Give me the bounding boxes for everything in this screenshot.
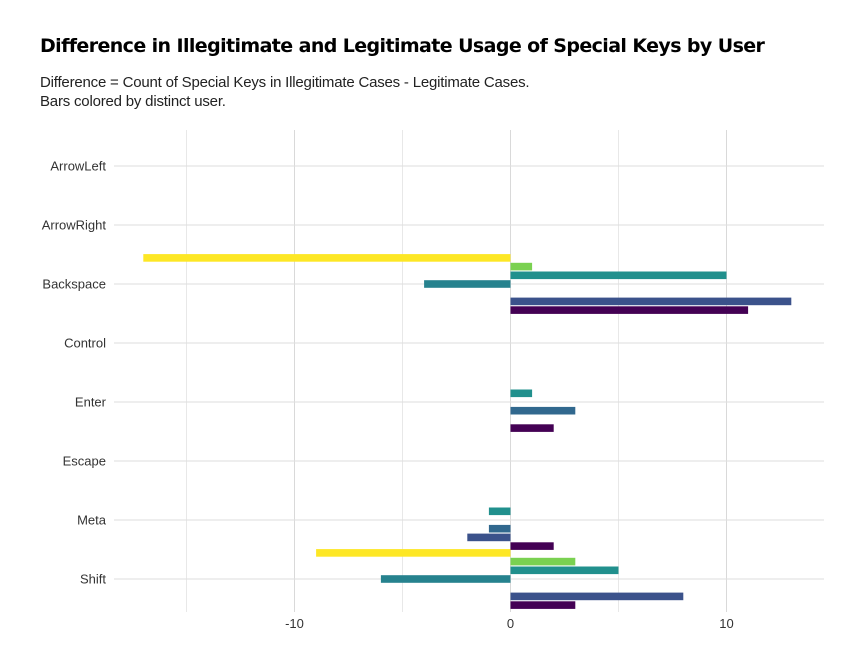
bar-shift-5	[510, 566, 619, 575]
bar-meta-2	[467, 533, 511, 542]
bar-backspace-7	[143, 254, 511, 262]
y-tick-label: Escape	[63, 454, 106, 469]
bar-shift-6	[510, 557, 576, 566]
bar-shift-4	[380, 575, 511, 583]
chart-subtitle: Difference = Count of Special Keys in Il…	[40, 73, 530, 111]
bars	[143, 254, 792, 609]
x-tick-label: 10	[719, 616, 733, 631]
bar-enter-3	[510, 406, 576, 415]
bar-meta-5	[488, 507, 511, 516]
y-tick-label: Enter	[75, 395, 107, 410]
x-tick-label: -10	[285, 616, 304, 631]
bar-enter-1	[510, 424, 554, 432]
y-tick-label: Shift	[80, 572, 106, 587]
y-tick-label: ArrowLeft	[50, 159, 106, 174]
bar-shift-2	[510, 592, 684, 601]
x-tick-label: 0	[507, 616, 514, 631]
y-tick-label: Meta	[77, 513, 107, 528]
bar-backspace-1	[510, 306, 749, 314]
bar-meta-1	[510, 542, 554, 550]
bar-backspace-2	[510, 297, 792, 306]
bar-backspace-4	[424, 280, 511, 288]
x-axis-labels: -10 0 10	[285, 616, 734, 631]
y-tick-label: Control	[64, 336, 106, 351]
bar-backspace-5	[510, 271, 727, 280]
bar-shift-7	[316, 549, 511, 557]
subtitle-line: Bars colored by distinct user.	[40, 93, 226, 110]
y-tick-label: ArrowRight	[42, 218, 107, 233]
bar-shift-1	[510, 601, 576, 609]
y-tick-label: Backspace	[42, 277, 106, 292]
bar-meta-3	[488, 524, 511, 533]
bar-enter-5	[510, 389, 533, 398]
subtitle-line: Difference = Count of Special Keys in Il…	[40, 74, 530, 91]
chart-title: Difference in Illegitimate and Legitimat…	[40, 35, 765, 57]
y-axis-labels: ArrowLeft ArrowRight Backspace Control Enter…	[42, 159, 107, 587]
bar-backspace-6	[510, 262, 533, 271]
